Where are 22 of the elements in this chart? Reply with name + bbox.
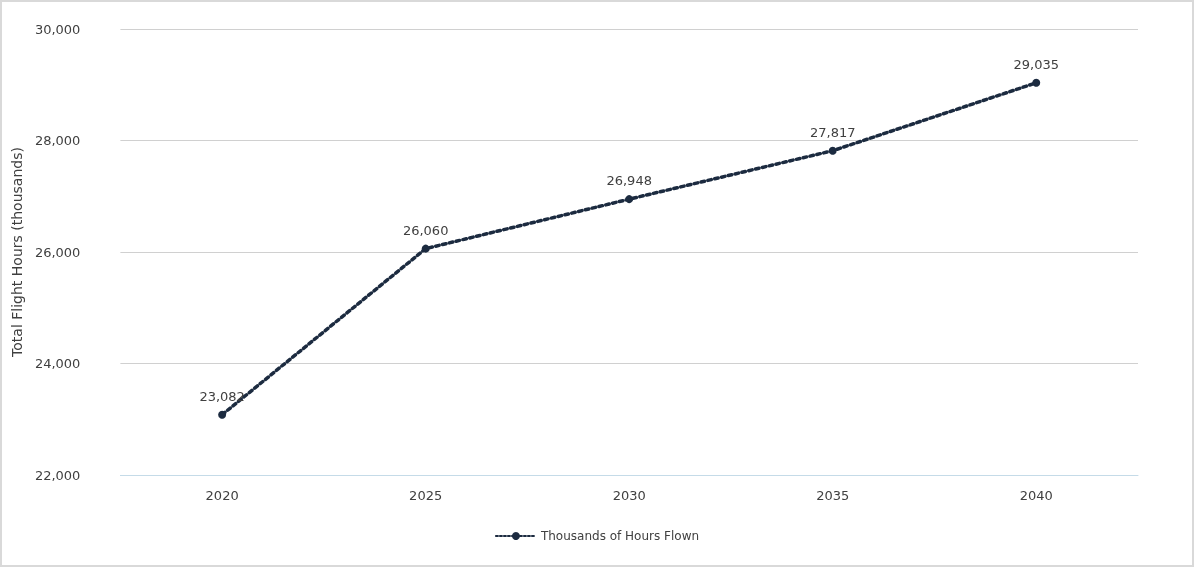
data-label: 23,082 xyxy=(199,388,245,404)
y-tick-label: 22,000 xyxy=(34,467,81,483)
point xyxy=(1032,78,1041,87)
y-tick-label: 30,000 xyxy=(34,21,81,37)
data-label: 26,060 xyxy=(402,222,449,238)
x-tick-label: 2025 xyxy=(409,488,443,503)
point xyxy=(421,244,430,253)
legend-label: Thousands of Hours Flown xyxy=(539,529,700,543)
y-axis-title: Total Flight Hours (thousands) xyxy=(9,147,25,358)
point xyxy=(625,195,634,204)
point xyxy=(828,146,837,155)
y-tick-label: 26,000 xyxy=(34,244,81,260)
x-tick-label: 2035 xyxy=(816,488,850,503)
y-tick-label: 24,000 xyxy=(34,356,81,371)
x-tick-label: 2020 xyxy=(205,488,239,503)
data-label: 26,948 xyxy=(606,173,652,189)
x-tick-label: 2030 xyxy=(612,488,646,503)
data-label: 29,035 xyxy=(1013,56,1059,72)
point xyxy=(218,410,227,419)
x-tick-label: 2040 xyxy=(1019,488,1053,503)
data-label: 27,817 xyxy=(809,124,856,140)
y-tick-label: 28,000 xyxy=(34,133,81,148)
